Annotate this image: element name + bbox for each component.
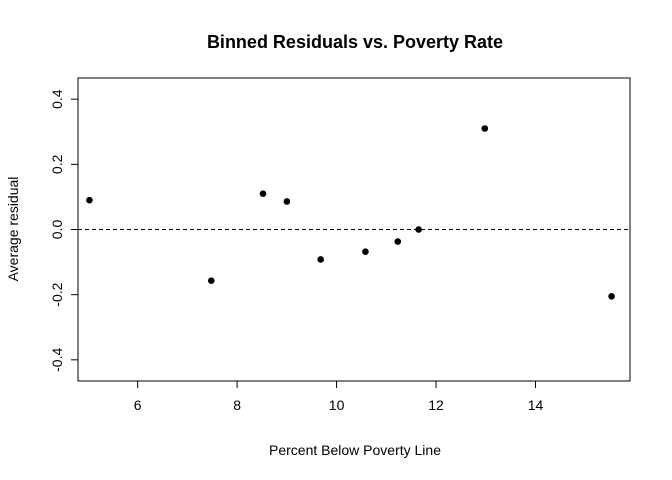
- y-axis-label: Average residual: [5, 177, 21, 282]
- x-tick-label: 14: [528, 397, 544, 413]
- data-point: [415, 226, 422, 233]
- x-axis: 6 8 10 12 14: [134, 380, 544, 413]
- data-point: [394, 238, 402, 245]
- y-tick-label: 0.0: [49, 220, 65, 240]
- x-tick-label: 6: [134, 397, 142, 413]
- data-point: [362, 248, 369, 255]
- y-tick-label: 0.4: [49, 89, 65, 109]
- y-tick-label: 0.2: [49, 154, 65, 174]
- x-axis-label: Percent Below Poverty Line: [269, 442, 441, 458]
- data-point: [481, 125, 489, 132]
- data-point: [259, 190, 267, 197]
- data-point: [283, 198, 291, 205]
- x-tick-label: 12: [428, 397, 444, 413]
- data-point: [86, 196, 93, 204]
- data-point: [317, 256, 324, 263]
- y-tick-label: -0.4: [49, 348, 65, 372]
- x-tick-label: 10: [329, 397, 345, 413]
- y-axis: -0.4 -0.2 0.0 0.2 0.4: [49, 89, 79, 372]
- data-point: [207, 277, 215, 284]
- y-tick-label: -0.2: [49, 282, 65, 306]
- data-point: [608, 292, 615, 300]
- data-points: [86, 125, 615, 300]
- x-tick-label: 8: [233, 397, 241, 413]
- chart-title: Binned Residuals vs. Poverty Rate: [207, 32, 503, 52]
